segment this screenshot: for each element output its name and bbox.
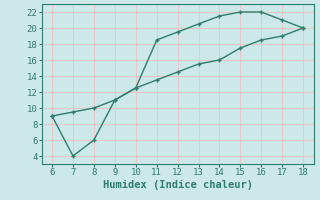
X-axis label: Humidex (Indice chaleur): Humidex (Indice chaleur)	[103, 180, 252, 190]
